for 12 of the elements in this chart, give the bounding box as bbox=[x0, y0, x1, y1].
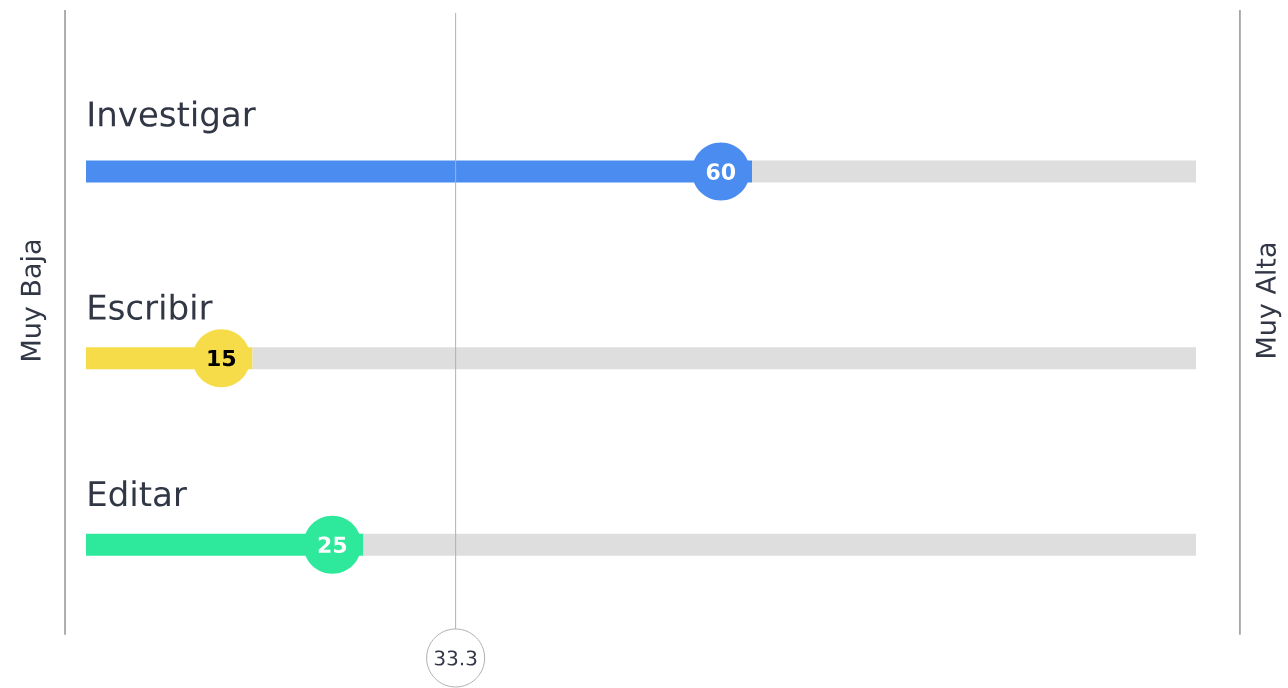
bar bbox=[252, 347, 1196, 370]
ref-line-label: 33.3 bbox=[434, 650, 477, 666]
y2-axis-title: Muy Alta bbox=[1255, 243, 1282, 357]
y-axis-title: Muy Baja bbox=[20, 240, 47, 360]
bar bbox=[363, 533, 1196, 556]
y-tick-label: Investigar bbox=[89, 100, 256, 134]
y-tick-label: Editar bbox=[89, 480, 187, 507]
y-tick-label: Escribir bbox=[89, 293, 213, 320]
data-label: 25 bbox=[318, 536, 347, 554]
data-label: 15 bbox=[208, 349, 236, 367]
data-label: 60 bbox=[706, 163, 736, 180]
bar bbox=[752, 160, 1196, 183]
